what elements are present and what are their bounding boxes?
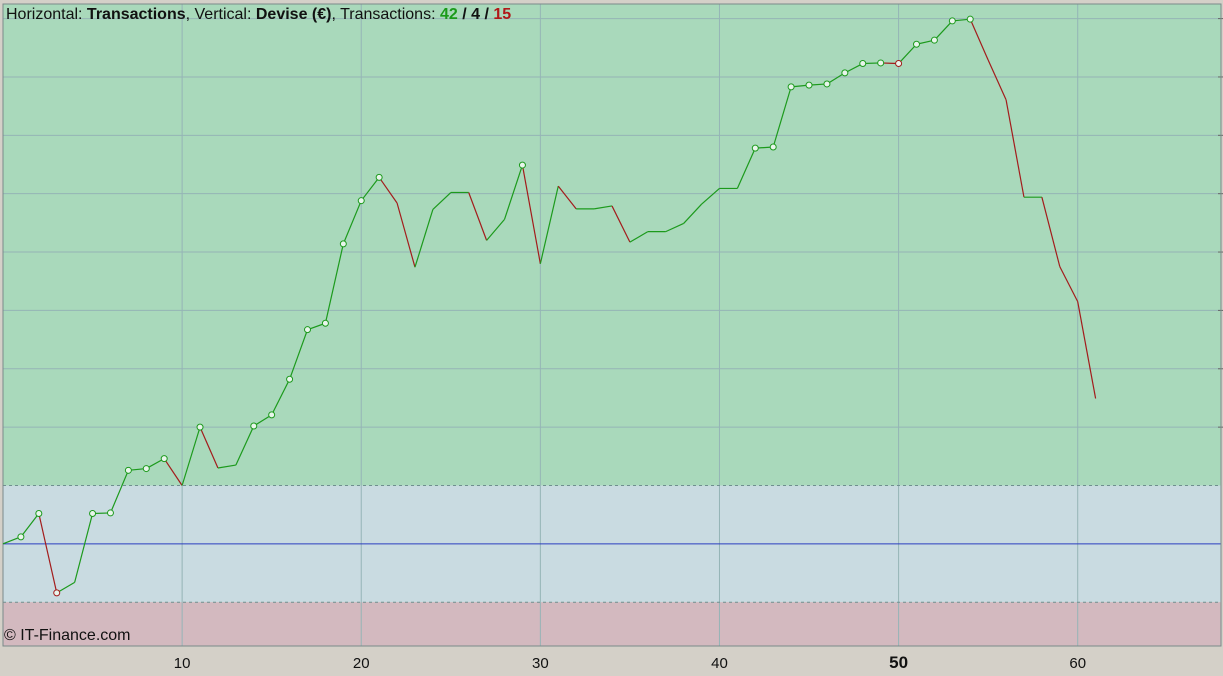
data-point-marker <box>17 533 25 541</box>
equity-segment-down <box>378 176 398 204</box>
x-tick-label: 40 <box>711 655 728 672</box>
copyright-text: © IT-Finance.com <box>4 627 131 644</box>
vertical-label: , Vertical: <box>185 6 256 23</box>
data-point-marker <box>35 510 43 518</box>
data-point-marker <box>304 326 311 334</box>
equity-segment-down <box>1059 266 1079 302</box>
data-point-marker <box>357 197 365 205</box>
equity-segment-up <box>593 205 613 210</box>
loss-zone <box>3 602 1221 646</box>
data-point-marker <box>375 173 383 181</box>
separator: / <box>457 6 472 23</box>
equity-segment-down <box>611 205 631 243</box>
data-point-marker <box>930 36 938 44</box>
equity-segment-up <box>181 426 201 486</box>
equity-segment-up <box>414 209 434 268</box>
equity-segment-up <box>772 86 792 148</box>
equity-segment-up <box>629 231 649 243</box>
equity-segment-up <box>109 470 129 514</box>
transactions-label: , Transactions: <box>331 6 440 23</box>
plot-border <box>2 3 1222 647</box>
equity-segment-up <box>289 329 309 380</box>
equity-segment-down <box>969 18 989 61</box>
equity-segment-down <box>1041 197 1061 267</box>
horizontal-label: Horizontal: <box>6 6 87 23</box>
data-point-marker <box>160 455 168 463</box>
equity-segment-up <box>74 513 94 583</box>
equity-segment-up <box>432 192 452 210</box>
data-point-marker <box>948 17 956 25</box>
data-point-marker <box>321 319 329 327</box>
data-point-marker <box>805 81 813 89</box>
data-point-marker <box>286 375 294 383</box>
profit-zone <box>3 4 1221 486</box>
equity-segment-up <box>360 176 380 202</box>
equity-segment-up <box>683 203 702 224</box>
data-point-marker <box>751 144 759 152</box>
equity-segment-down <box>396 202 416 268</box>
equity-segment-up <box>539 185 559 264</box>
equity-segment-up <box>826 72 846 85</box>
chart-header: Horizontal: Transactions, Vertical: Devi… <box>6 6 511 24</box>
data-point-marker <box>268 411 276 419</box>
equity-segment-down <box>199 426 219 469</box>
equity-segment-up <box>503 164 524 220</box>
equity-segment-up <box>898 43 917 64</box>
separator: / <box>480 6 494 23</box>
data-point-marker <box>106 509 114 517</box>
data-point-marker <box>841 69 849 77</box>
transactions-win-count: 42 <box>439 6 458 23</box>
data-point-marker <box>877 59 885 67</box>
equity-segment-up <box>342 200 362 245</box>
vertical-value: Devise (€) <box>255 6 332 23</box>
data-point-marker <box>142 465 150 473</box>
equity-segment-down <box>1077 301 1097 399</box>
equity-segment-down <box>1005 99 1025 198</box>
equity-segment-up <box>324 243 344 324</box>
x-tick-label: 20 <box>353 655 370 672</box>
data-point-marker <box>966 15 974 23</box>
x-tick-label: 30 <box>532 655 549 672</box>
equity-segment-up <box>933 20 953 41</box>
equity-segment-up <box>701 187 720 205</box>
horizontal-value: Transactions <box>86 6 186 23</box>
equity-segment-down <box>521 164 541 264</box>
equity-segment-down <box>987 59 1007 100</box>
data-point-marker <box>859 60 867 68</box>
equity-segment-down <box>163 458 183 486</box>
equity-segment-up <box>665 222 684 233</box>
data-point-marker <box>53 589 61 597</box>
equity-segment-up <box>736 147 756 189</box>
data-point-marker <box>769 143 777 151</box>
data-point-marker <box>787 83 795 91</box>
equity-segment-down <box>557 185 577 210</box>
x-tick-label: 10 <box>174 655 191 672</box>
equity-segment-up <box>217 464 236 469</box>
data-point-marker <box>913 40 920 48</box>
data-point-marker <box>518 161 526 169</box>
equity-segment-up <box>20 513 40 538</box>
data-point-marker <box>895 60 903 68</box>
equity-segment-up <box>486 218 505 241</box>
transactions-loss-count: 15 <box>493 6 512 23</box>
equity-segment-down <box>468 192 488 241</box>
data-point-marker <box>89 510 97 518</box>
data-point-marker <box>823 80 831 88</box>
data-point-marker <box>339 240 347 248</box>
data-point-marker <box>250 422 258 430</box>
data-point-marker <box>124 466 132 474</box>
equity-segment-up <box>235 425 255 466</box>
x-tick-label: 50 <box>889 653 908 672</box>
equity-segment-up <box>253 414 272 427</box>
transactions-flat-count: 4 <box>471 6 481 23</box>
x-tick-label: 60 <box>1069 655 1086 672</box>
data-point-marker <box>196 423 204 431</box>
equity-segment-down <box>38 513 58 594</box>
equity-segment-up <box>271 379 291 416</box>
